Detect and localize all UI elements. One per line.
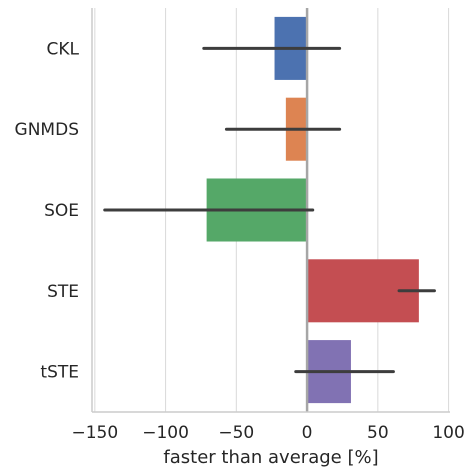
category-label: STE: [47, 282, 79, 302]
category-labels: CKL GNMDS SOE STE tSTE: [15, 39, 80, 382]
x-tick-label: 0: [302, 423, 313, 443]
x-tick-label: 100: [432, 423, 464, 443]
x-axis-label: faster than average [%]: [163, 447, 378, 468]
x-tick-label: −50: [218, 423, 254, 443]
category-label: CKL: [47, 39, 80, 59]
axis-spines: [91, 8, 450, 413]
category-label: tSTE: [40, 363, 79, 383]
error-bars: [103, 46, 436, 374]
x-tick-labels: −150 −100 −50 0 50 100: [71, 423, 464, 443]
category-label: SOE: [44, 201, 79, 221]
x-tick-label: −150: [71, 423, 118, 443]
x-tick-label: −100: [142, 423, 189, 443]
x-tick-label: 50: [367, 423, 389, 443]
category-label: GNMDS: [15, 120, 79, 140]
